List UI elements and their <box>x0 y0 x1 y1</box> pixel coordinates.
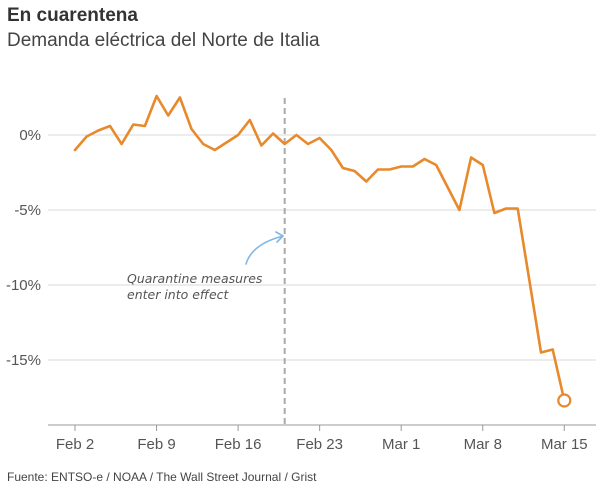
gridlines <box>48 134 596 361</box>
x-tick-label: Feb 16 <box>215 436 262 453</box>
annotation-text: Quarantine measures enter into effect <box>127 271 263 302</box>
x-tick-label: Feb 23 <box>296 436 343 453</box>
annotation: Quarantine measures enter into effect <box>127 231 284 302</box>
x-tick-label: Mar 15 <box>541 436 588 453</box>
chart-subtitle: Demanda eléctrica del Norte de Italia <box>7 30 320 51</box>
source-note: Fuente: ENTSO-e / NOAA / The Wall Street… <box>7 470 317 484</box>
x-tick-label: Feb 2 <box>56 436 94 453</box>
y-tick-label: -5% <box>14 202 41 219</box>
y-tick-label: 0% <box>19 127 41 144</box>
x-tick-label: Mar 8 <box>464 436 502 453</box>
annotation-arrow-icon <box>245 231 284 265</box>
y-tick-label: -10% <box>6 277 41 294</box>
y-tick-label: -15% <box>6 352 41 369</box>
x-tick-label: Feb 9 <box>137 436 175 453</box>
x-axis-ticks: Feb 2 Feb 9 Feb 16 Feb 23 Mar 1 Mar 8 Mar 15 <box>56 425 588 453</box>
series-line <box>73 94 566 402</box>
x-tick-label: Mar 1 <box>382 436 420 453</box>
y-axis-ticks: 0% -5% -10% -15% <box>6 127 41 369</box>
chart-title: En cuarentena <box>7 5 138 26</box>
annotation-line: Quarantine measures <box>127 271 263 286</box>
annotation-line: enter into effect <box>127 287 230 302</box>
end-point-marker <box>557 393 572 408</box>
